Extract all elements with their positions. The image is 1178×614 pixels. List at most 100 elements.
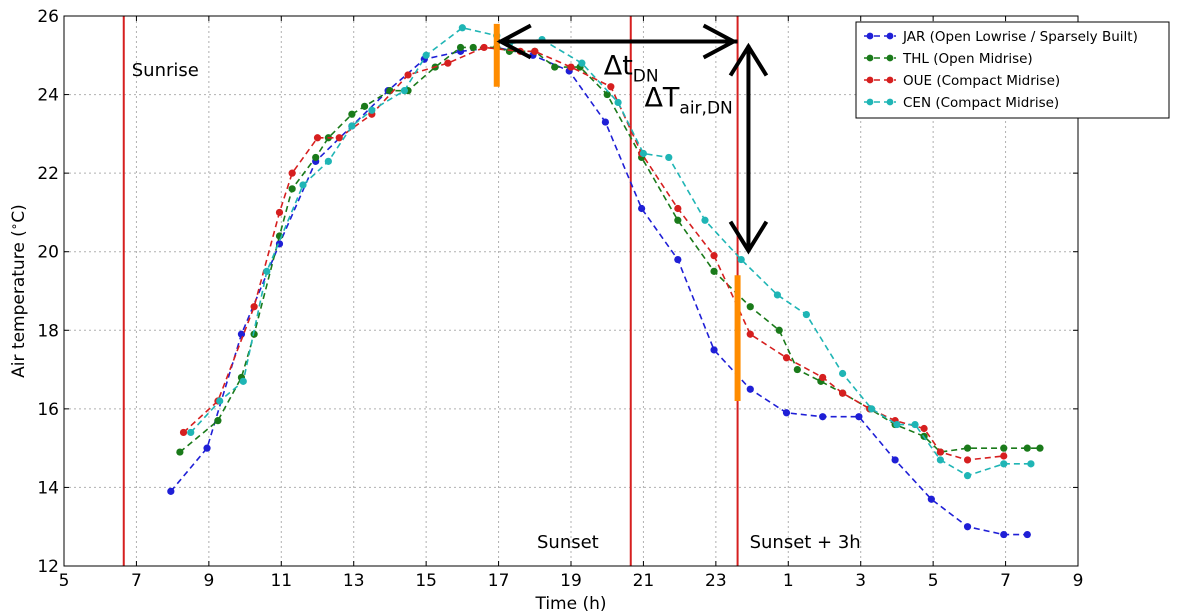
orange-markers: [493, 23, 741, 401]
legend-swatch-dot: [886, 76, 894, 84]
data-point: [216, 397, 224, 405]
data-point: [710, 346, 718, 354]
data-point: [911, 420, 919, 429]
data-point: [963, 523, 972, 531]
legend: JAR (Open Lowrise / Sparsely Built) THL (…: [855, 21, 1170, 119]
data-point: [639, 149, 648, 158]
data-point: [638, 204, 646, 213]
data-point: [335, 134, 343, 142]
x-tick-label: 9: [203, 571, 214, 591]
data-point: [187, 428, 195, 437]
data-point: [480, 43, 488, 52]
data-point: [782, 409, 791, 417]
data-point: [567, 63, 575, 71]
event-label: Sunrise: [132, 60, 199, 81]
y-tick-label: 14: [37, 478, 59, 498]
y-tick-label: 22: [37, 164, 59, 184]
data-point: [674, 204, 682, 213]
legend-swatch-dot: [866, 98, 874, 106]
data-point: [773, 291, 782, 299]
event-label: Sunset + 3h: [750, 532, 861, 553]
data-point: [368, 106, 376, 114]
data-point: [1023, 444, 1031, 452]
legend-swatch-dot: [866, 32, 874, 40]
data-point: [360, 102, 369, 110]
legend-swatch-dot: [866, 76, 874, 84]
data-point: [775, 326, 783, 334]
series-line: [170, 46, 1028, 536]
data-point: [839, 389, 847, 397]
data-point: [214, 417, 222, 425]
x-tick-label: 7: [1000, 571, 1011, 591]
data-point: [607, 83, 615, 91]
data-point: [386, 87, 394, 95]
data-point: [551, 63, 559, 71]
data-point: [167, 487, 175, 495]
data-point: [855, 413, 863, 421]
data-point: [891, 456, 899, 464]
data-point: [963, 444, 972, 452]
x-tick-label: 19: [560, 571, 582, 591]
data-point: [288, 169, 296, 177]
delta-T-arrowhead-top: [728, 42, 769, 77]
x-tick-label: 1: [783, 571, 794, 591]
data-point: [578, 59, 586, 67]
delta-T-label: ΔTair,DN: [644, 82, 732, 118]
data-point: [737, 255, 745, 264]
x-tick-label: 5: [928, 571, 939, 591]
y-tick-label: 16: [37, 400, 59, 420]
data-point: [458, 24, 466, 32]
data-point: [839, 369, 847, 378]
data-point: [203, 444, 211, 452]
delta-t-arrowhead-left: [496, 23, 532, 60]
data-point: [746, 303, 754, 311]
data-point: [313, 134, 322, 142]
data-point: [288, 185, 296, 193]
data-point: [348, 110, 356, 118]
data-point: [1023, 530, 1031, 539]
data-point: [1000, 460, 1008, 468]
data-point: [819, 373, 827, 382]
data-point: [312, 153, 320, 162]
data-point: [674, 255, 682, 264]
data-point: [746, 385, 754, 393]
x-tick-label: 17: [488, 571, 510, 591]
legend-box: [855, 21, 1170, 119]
legend-swatch-dot: [886, 98, 894, 106]
legend-label: THL (Open Midrise): [902, 51, 1033, 67]
legend-label: OUE (Compact Midrise): [903, 73, 1060, 89]
data-point: [1000, 530, 1008, 539]
data-point: [893, 420, 901, 429]
annotation-arrows: [496, 23, 769, 255]
data-point: [263, 267, 271, 275]
data-point: [665, 153, 673, 162]
y-tick-label: 12: [37, 557, 59, 577]
delta-T-arrowhead-bottom: [728, 220, 769, 255]
data-point: [250, 303, 258, 311]
data-point: [1036, 444, 1044, 452]
data-point: [936, 456, 944, 464]
data-point: [819, 413, 827, 421]
y-tick-label: 20: [37, 243, 59, 263]
x-tick-label: 9: [1073, 571, 1084, 591]
data-point: [531, 47, 539, 55]
data-point: [176, 448, 184, 456]
data-point: [1000, 444, 1008, 452]
data-point: [324, 157, 332, 165]
data-point: [348, 122, 356, 130]
x-tick-label: 3: [855, 571, 866, 591]
delta-t-label: ΔtDN: [604, 51, 659, 87]
data-point: [782, 354, 791, 362]
delta-t-arrowhead-right: [702, 23, 738, 60]
series-lines: [167, 24, 1044, 539]
data-point: [802, 310, 810, 319]
event-label: Sunset: [537, 532, 599, 553]
data-point: [1000, 452, 1008, 460]
data-point: [920, 424, 928, 433]
legend-swatch-dot: [866, 54, 874, 62]
data-point: [404, 71, 412, 79]
data-point: [963, 456, 972, 464]
legend-swatch-dot: [886, 32, 894, 40]
